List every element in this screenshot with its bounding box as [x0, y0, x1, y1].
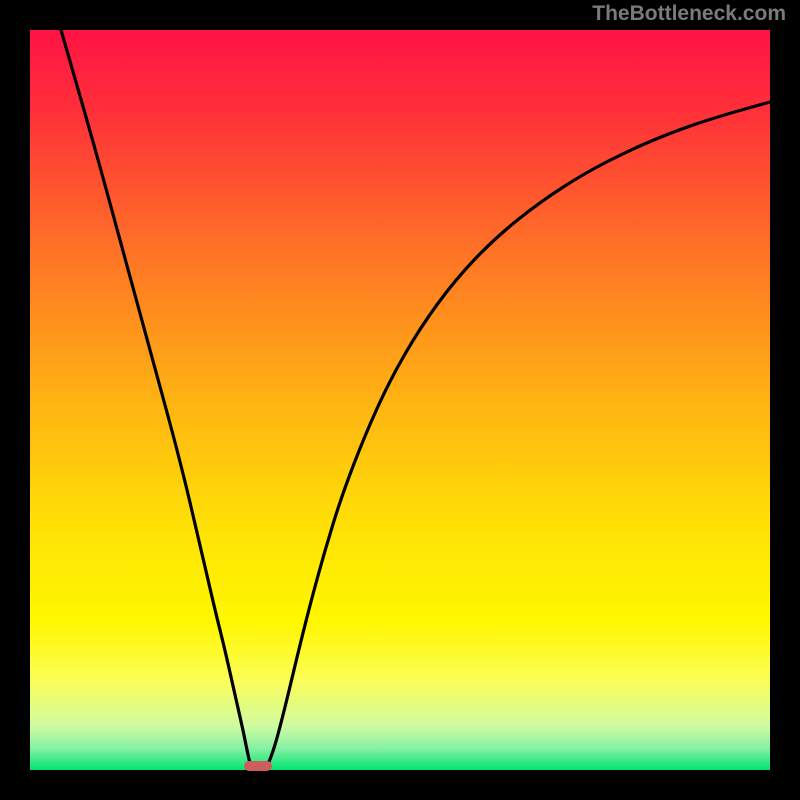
- bottleneck-curve: [61, 30, 770, 770]
- chart-curve-layer: [30, 30, 770, 770]
- watermark-text: TheBottleneck.com: [592, 2, 786, 26]
- min-point-marker: [244, 761, 272, 771]
- chart-plot-area: [30, 30, 770, 770]
